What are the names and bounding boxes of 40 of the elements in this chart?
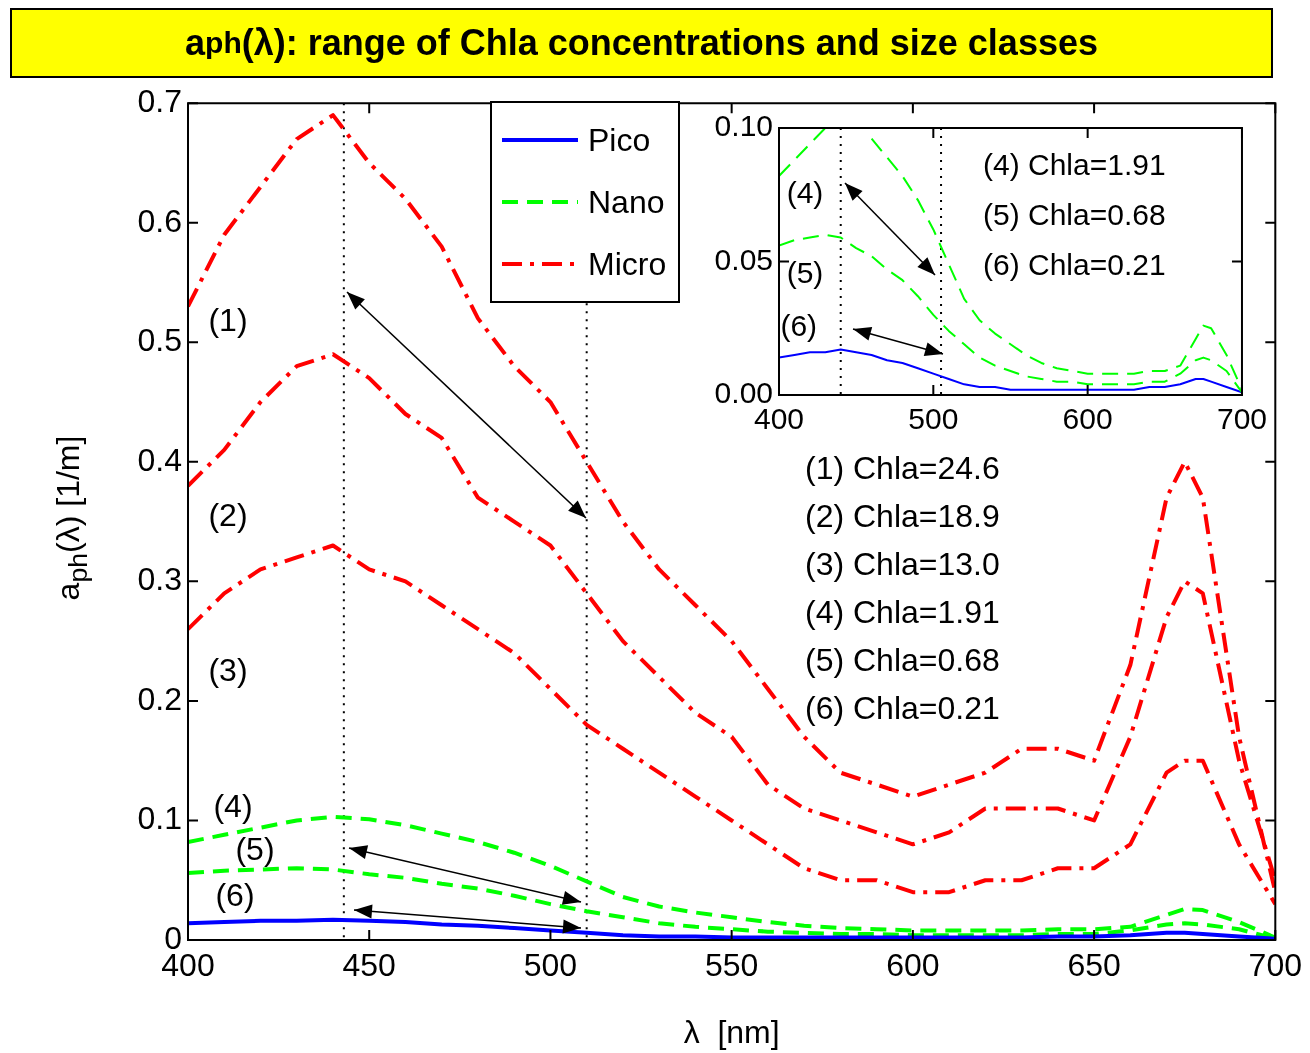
legend-label: Pico (588, 121, 651, 159)
x-tick-label: 500 (908, 402, 959, 436)
annotation: (4) Chla=1.91 (805, 593, 1000, 630)
legend-label: Micro (588, 245, 667, 283)
x-axis-title: λ [nm] (683, 1013, 780, 1050)
y-tick-label: 0.6 (137, 202, 182, 239)
annotation: (5) Chla=0.68 (983, 198, 1166, 232)
annotation: (5) (786, 256, 824, 290)
annotation: (5) (235, 830, 275, 867)
annotation: (2) (208, 496, 248, 533)
annotation: (5) Chla=0.68 (805, 641, 1000, 678)
y-tick-label: 0.4 (137, 441, 182, 478)
annotation: (3) (208, 651, 248, 688)
x-tick-label: 450 (342, 947, 396, 984)
y-tick-label: 0.1 (137, 800, 182, 837)
y-tick-label: 0.5 (137, 322, 182, 359)
annotation: (6) Chla=0.21 (983, 248, 1166, 282)
annotation: (6) (215, 876, 255, 913)
x-tick-label: 550 (704, 947, 759, 984)
annotation: (6) (780, 308, 818, 342)
x-tick-label: 700 (1216, 402, 1267, 436)
x-tick-label: 650 (1067, 947, 1121, 984)
x-tick-label: 700 (1248, 947, 1302, 984)
annotation: (3) Chla=13.0 (805, 545, 1000, 582)
y-tick-label: 0.10 (714, 109, 773, 143)
y-tick-label: 0.3 (137, 561, 182, 598)
x-tick-label: 600 (1062, 402, 1113, 436)
annotation: (2) Chla=18.9 (805, 497, 1000, 534)
legend-label: Nano (588, 183, 665, 221)
y-tick-label: 0.05 (714, 242, 773, 276)
annotation: (4) (786, 176, 824, 210)
y-tick-label: 0.7 (137, 83, 182, 120)
x-tick-label: 600 (886, 947, 940, 984)
annotation: (6) Chla=0.21 (805, 689, 1000, 726)
annotation: (1) Chla=24.6 (805, 449, 1000, 486)
annotation: (4) (213, 787, 253, 824)
annotation: (4) Chla=1.91 (983, 148, 1166, 182)
annotation: (1) (208, 301, 248, 338)
x-tick-label: 500 (523, 947, 578, 984)
y-tick-label: 0.2 (137, 680, 182, 717)
